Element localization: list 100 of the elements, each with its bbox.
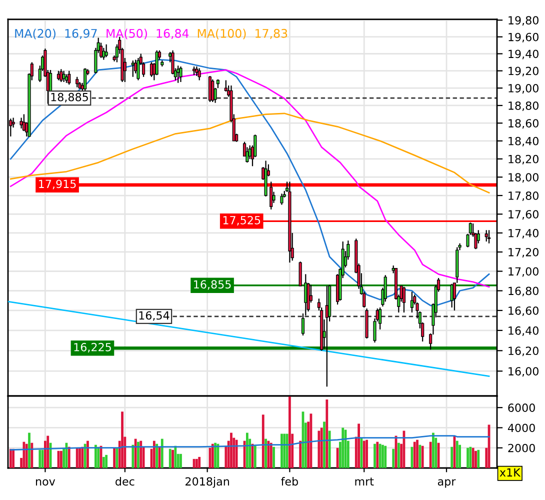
bar: [477, 450, 480, 468]
bar: [94, 444, 97, 468]
y-tick-label: 18,60: [508, 119, 538, 129]
bar: [472, 448, 474, 468]
x-tick-label: apr: [438, 479, 456, 488]
bar: [230, 432, 232, 468]
bar: [299, 440, 302, 468]
line-series: [10, 112, 490, 194]
ref-line-label: 16,225: [74, 342, 111, 352]
candlestick: [410, 291, 414, 314]
x-tick-label: mrt: [355, 478, 374, 486]
candlestick: [246, 146, 249, 164]
candlestick: [104, 44, 108, 58]
y-tick-label: 17,40: [508, 228, 538, 238]
bar: [283, 434, 286, 468]
bar: [326, 400, 328, 468]
ref-line-label: 16,855: [194, 280, 231, 290]
bar: [132, 444, 134, 468]
bar: [137, 442, 140, 468]
bar: [68, 446, 70, 468]
bar: [374, 444, 376, 468]
bar: [384, 446, 387, 468]
y-tick-label: 16,40: [508, 326, 538, 336]
bar: [9, 448, 12, 468]
bar: [172, 450, 174, 468]
candlestick: [179, 66, 182, 83]
y-tick-label: 16,00: [508, 367, 538, 377]
candlestick: [12, 117, 15, 128]
bar: [235, 440, 238, 468]
candlestick: [272, 191, 276, 204]
y-tick-label: 19,40: [508, 50, 538, 60]
y-tick-label: 19,80: [508, 16, 538, 26]
bar: [458, 444, 461, 468]
text: x1K: [500, 468, 521, 476]
y-tick-label: 16,20: [508, 346, 538, 356]
bar: [81, 446, 84, 468]
bar: [320, 428, 323, 468]
bar: [105, 454, 108, 468]
bar: [328, 430, 331, 468]
bar: [342, 428, 344, 468]
bar: [272, 446, 275, 468]
bar: [46, 436, 50, 468]
bar: [195, 458, 198, 468]
line-series: [10, 435, 490, 451]
bar: [432, 432, 434, 468]
bar: [168, 448, 172, 468]
y-tick-label: 16,60: [508, 306, 538, 316]
bar: [97, 446, 100, 468]
y-tick-label: 4000: [508, 424, 535, 432]
bar: [418, 444, 422, 468]
candlestick: [195, 66, 198, 77]
bar: [211, 444, 214, 468]
y-tick-label: 18,40: [508, 136, 538, 146]
x-tick-label: dec: [116, 477, 134, 486]
candlestick: [60, 68, 63, 83]
bar: [254, 446, 256, 468]
bar: [140, 440, 142, 468]
candlestick: [136, 57, 140, 81]
bar: [376, 442, 379, 468]
y-tick-label: 19,60: [508, 32, 538, 42]
bar: [30, 442, 34, 468]
candlestick: [378, 306, 382, 330]
bar: [60, 450, 62, 468]
bar: [22, 442, 26, 468]
bar: [413, 442, 416, 468]
y-tick-label: 17,80: [508, 191, 538, 202]
bar: [174, 446, 177, 468]
candlestick: [270, 181, 273, 210]
candlestick: [198, 68, 201, 81]
y-tick-label: 17,60: [508, 210, 538, 220]
bar: [264, 438, 267, 468]
y-tick-label: 16,80: [508, 286, 538, 296]
candlestick: [280, 193, 284, 206]
x-tick-label: 2018jan: [186, 477, 229, 488]
x-tick-label: feb: [281, 477, 298, 486]
candlestick: [384, 274, 387, 302]
bar: [450, 446, 454, 468]
bar: [113, 448, 116, 468]
bar: [76, 448, 78, 468]
y-tick-label: 17,20: [508, 248, 538, 258]
bar: [156, 444, 158, 468]
bar: [270, 442, 272, 468]
candlestick: [402, 286, 406, 314]
candlestick: [484, 230, 488, 242]
bar: [180, 454, 182, 468]
text: MA(20) 16,97: [15, 28, 97, 40]
bar: [86, 440, 89, 468]
candlestick: [62, 70, 66, 83]
bar: [466, 448, 469, 468]
bar: [78, 448, 81, 468]
bar: [323, 422, 326, 468]
bar: [134, 438, 137, 468]
y-tick-label: 18,80: [508, 101, 538, 112]
candlestick: [84, 68, 87, 92]
bar: [12, 448, 15, 468]
ref-line-label: 17,525: [223, 216, 260, 226]
bar: [214, 442, 216, 468]
bar: [246, 432, 248, 468]
candlestick: [298, 261, 302, 286]
bar: [358, 424, 360, 468]
